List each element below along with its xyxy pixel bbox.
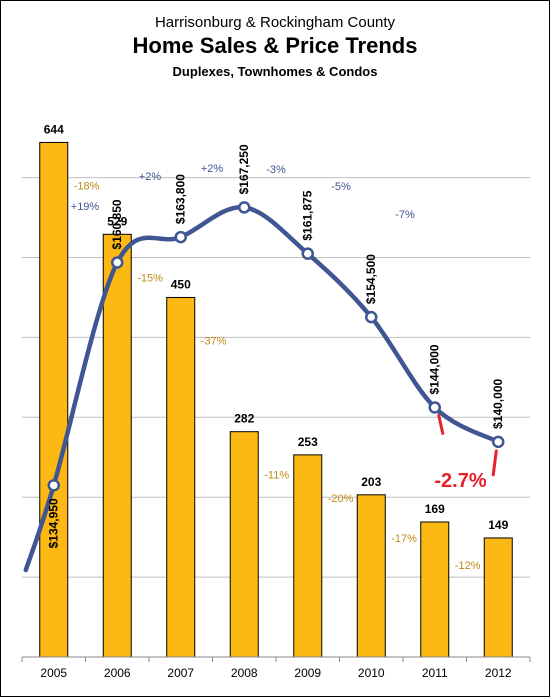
bar-value-label: 203 xyxy=(361,475,381,489)
price-value-label: $160,850 xyxy=(110,199,124,249)
x-tick-label: 2012 xyxy=(485,666,512,680)
bar xyxy=(229,431,259,658)
bar-value-label: 169 xyxy=(425,502,445,516)
x-tick-label: 2005 xyxy=(40,666,67,680)
callout-label: -2.7% xyxy=(434,470,486,492)
price-value-label: $167,250 xyxy=(237,144,251,194)
price-change-label: -7% xyxy=(395,209,415,221)
callout-bracket-right xyxy=(491,449,498,477)
price-change-label: -5% xyxy=(331,181,351,193)
bar-value-label: 644 xyxy=(44,122,64,136)
bar-value-label: 149 xyxy=(488,518,508,532)
price-value-label: $161,875 xyxy=(301,190,315,240)
bar-change-label: -12% xyxy=(455,560,481,572)
x-tick-label: 2008 xyxy=(231,666,258,680)
price-value-label: $163,800 xyxy=(174,174,188,224)
price-point xyxy=(111,256,124,269)
price-value-label: $134,950 xyxy=(47,498,61,548)
bar-change-label: -18% xyxy=(74,180,100,192)
price-change-label: +19% xyxy=(71,201,100,213)
x-tick-label: 2009 xyxy=(294,666,321,680)
price-value-label: $144,000 xyxy=(428,344,442,394)
x-tick-label: 2007 xyxy=(167,666,194,680)
chart-subtitle: Home Sales & Price Trends xyxy=(132,33,418,58)
callout-bracket-left xyxy=(437,413,445,435)
bar-change-label: -37% xyxy=(201,335,227,347)
bar-value-label: 253 xyxy=(298,435,318,449)
price-value-label: $140,000 xyxy=(491,379,505,429)
price-value-label: $154,500 xyxy=(364,254,378,304)
chart-title: Harrisonburg & Rockingham County xyxy=(154,14,396,31)
bar xyxy=(102,233,132,658)
bar xyxy=(483,537,513,658)
bar-value-label: 529 xyxy=(107,214,127,228)
price-point xyxy=(492,435,505,449)
bar xyxy=(356,494,386,658)
price-point xyxy=(365,310,378,324)
bar-value-label: 282 xyxy=(234,412,254,426)
chart-subtitle-2: Duplexes, Townhomes & Condos xyxy=(172,64,378,79)
bar xyxy=(293,454,323,658)
price-line xyxy=(23,205,501,573)
price-point xyxy=(47,479,60,492)
price-point xyxy=(174,230,187,244)
price-point xyxy=(428,401,441,414)
price-point xyxy=(301,247,314,260)
bar xyxy=(166,296,196,658)
bar-value-label: 450 xyxy=(171,277,191,291)
x-tick-label: 2006 xyxy=(104,666,131,680)
x-tick-label: 2010 xyxy=(358,666,385,680)
bar-change-label: -11% xyxy=(264,470,289,482)
price-point xyxy=(238,201,251,214)
price-change-label: -3% xyxy=(266,164,286,176)
bar-change-label: -20% xyxy=(328,493,354,505)
price-change-label: +2% xyxy=(201,163,224,175)
price-change-label: +2% xyxy=(139,171,162,183)
x-tick-label: 2011 xyxy=(422,666,448,680)
bar xyxy=(39,141,69,658)
bar-change-label: -15% xyxy=(137,272,163,284)
bar xyxy=(420,521,450,658)
bar-change-label: -17% xyxy=(391,533,417,545)
